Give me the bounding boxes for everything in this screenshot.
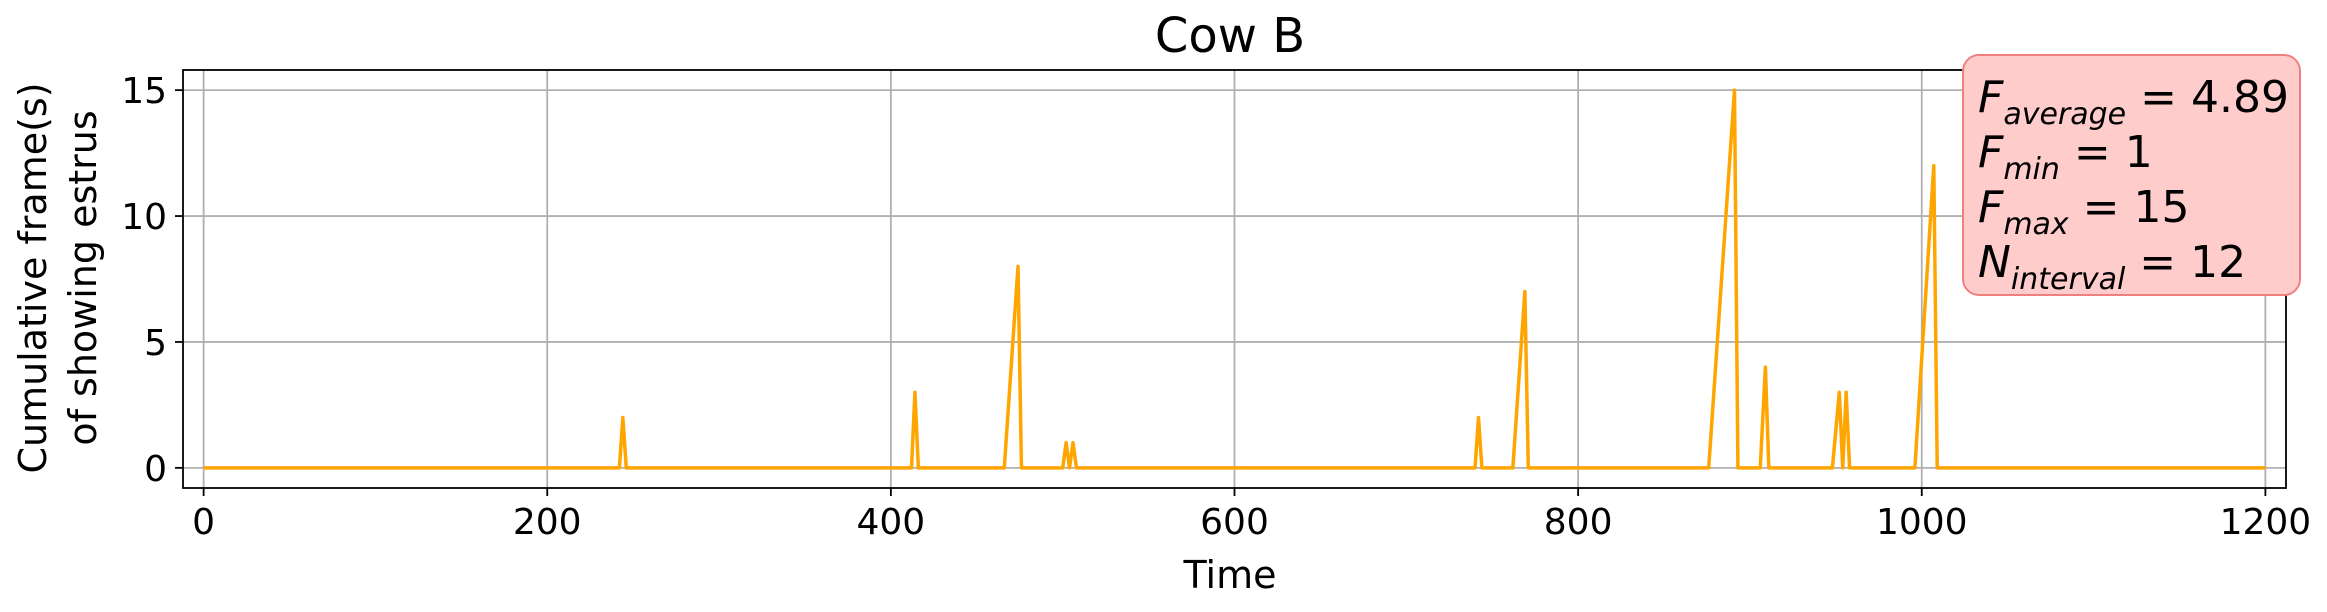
stats-box-background [1962, 54, 2301, 296]
x-tick-label: 1200 [2220, 502, 2312, 543]
stats-line-interval: Ninterval = 12 [1978, 237, 2246, 297]
x-axis-label: Time [1183, 553, 1277, 597]
y-axis-label-line-1: Cumulative frame(s) [11, 82, 55, 473]
y-tick-label: 5 [144, 323, 167, 364]
x-tick-label: 800 [1544, 502, 1613, 543]
x-tick-label: 0 [192, 502, 215, 543]
chart-title: Cow B [1155, 8, 1305, 64]
stats-line-average: Faverage = 4.89 [1978, 72, 2289, 132]
y-tick-label: 15 [121, 71, 167, 112]
y-axis-label-line-2: of showing estrus [61, 110, 105, 445]
x-tick-label: 600 [1200, 502, 1269, 543]
series-line [203, 88, 2266, 470]
x-tick-label: 1000 [1876, 502, 1968, 543]
x-tick-label: 200 [513, 502, 582, 543]
stats-line-max: Fmax = 15 [1978, 182, 2190, 242]
y-tick-label: 0 [144, 449, 167, 490]
stats-line-min: Fmin = 1 [1978, 127, 2153, 187]
x-tick-label: 400 [857, 502, 926, 543]
y-axis-ticks: 0 5 10 15 [121, 71, 183, 490]
y-tick-label: 10 [121, 197, 167, 238]
x-axis-ticks: 0 200 400 600 800 1000 1200 [192, 488, 2311, 543]
